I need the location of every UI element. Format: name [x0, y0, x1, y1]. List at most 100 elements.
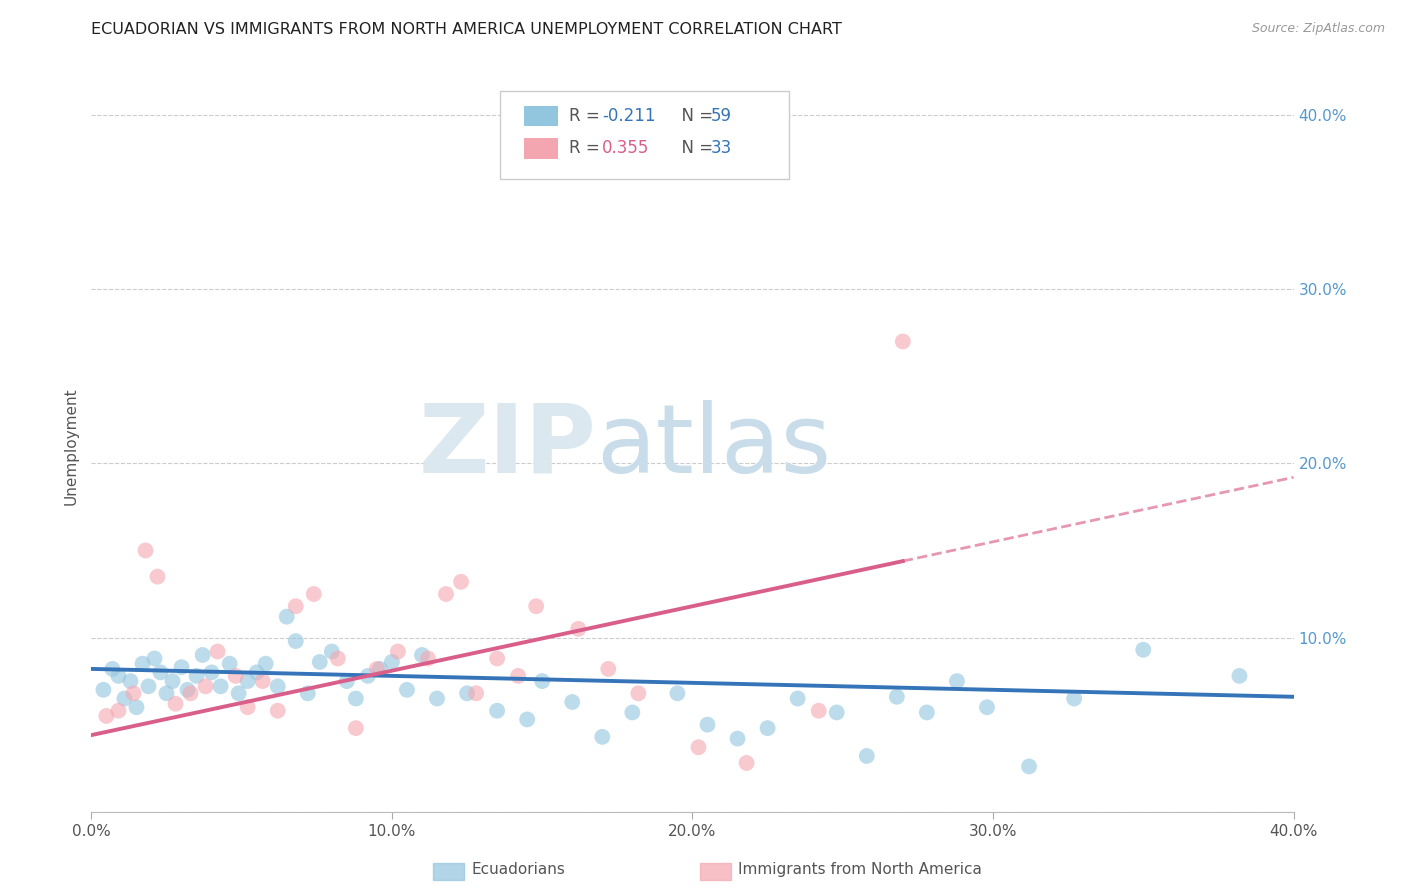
Text: ECUADORIAN VS IMMIGRANTS FROM NORTH AMERICA UNEMPLOYMENT CORRELATION CHART: ECUADORIAN VS IMMIGRANTS FROM NORTH AMER…	[91, 22, 842, 37]
Text: Source: ZipAtlas.com: Source: ZipAtlas.com	[1251, 22, 1385, 36]
Point	[727, 731, 749, 746]
Point	[915, 706, 938, 720]
Point	[381, 655, 404, 669]
Point	[591, 730, 613, 744]
Point	[191, 648, 214, 662]
Point	[120, 674, 142, 689]
Point	[855, 749, 877, 764]
Point	[567, 622, 589, 636]
Point	[508, 669, 530, 683]
Point	[326, 651, 349, 665]
Text: N =: N =	[671, 139, 718, 157]
Point	[170, 660, 193, 674]
Point	[267, 704, 290, 718]
Point	[308, 655, 330, 669]
Point	[524, 599, 547, 614]
Point	[93, 682, 115, 697]
Point	[807, 704, 830, 718]
Point	[688, 740, 710, 755]
Point	[465, 686, 488, 700]
Text: -0.211: -0.211	[602, 107, 655, 125]
Text: R =: R =	[568, 139, 605, 157]
Point	[149, 665, 172, 680]
Point	[276, 609, 298, 624]
Point	[146, 569, 169, 583]
Point	[756, 721, 779, 735]
Point	[236, 700, 259, 714]
Point	[696, 717, 718, 731]
Text: 59: 59	[710, 107, 731, 125]
Point	[486, 704, 509, 718]
Point	[627, 686, 650, 700]
Point	[368, 662, 391, 676]
Point	[297, 686, 319, 700]
Point	[246, 665, 269, 680]
Point	[165, 697, 187, 711]
Point	[138, 679, 160, 693]
Text: N =: N =	[671, 107, 718, 125]
Point	[357, 669, 380, 683]
FancyBboxPatch shape	[501, 91, 789, 179]
Point	[284, 634, 307, 648]
Text: 33: 33	[710, 139, 731, 157]
Point	[302, 587, 325, 601]
Text: atlas: atlas	[596, 400, 831, 492]
Point	[101, 662, 124, 676]
Point	[218, 657, 240, 671]
Point	[426, 691, 449, 706]
Text: Immigrants from North America: Immigrants from North America	[738, 863, 981, 877]
Point	[1229, 669, 1251, 683]
Point	[125, 700, 148, 714]
Point	[143, 651, 166, 665]
FancyBboxPatch shape	[524, 138, 558, 159]
Point	[891, 334, 914, 349]
Point	[228, 686, 250, 700]
Point	[336, 674, 359, 689]
Point	[96, 709, 118, 723]
Point	[201, 665, 224, 680]
Point	[450, 574, 472, 589]
Point	[387, 644, 409, 658]
Text: R =: R =	[568, 107, 605, 125]
Text: ZIP: ZIP	[419, 400, 596, 492]
Point	[155, 686, 177, 700]
Point	[267, 679, 290, 693]
Text: Ecuadorians: Ecuadorians	[471, 863, 565, 877]
Point	[114, 691, 136, 706]
Point	[321, 644, 343, 658]
Point	[976, 700, 998, 714]
Point	[176, 682, 198, 697]
Point	[209, 679, 232, 693]
Point	[122, 686, 145, 700]
Point	[252, 674, 274, 689]
Point	[411, 648, 433, 662]
Point	[131, 657, 153, 671]
Point	[207, 644, 229, 658]
Point	[486, 651, 509, 665]
Point	[1132, 642, 1154, 657]
Point	[107, 704, 129, 718]
Text: 0.355: 0.355	[602, 139, 650, 157]
Point	[284, 599, 307, 614]
Point	[366, 662, 388, 676]
Point	[666, 686, 689, 700]
Point	[1063, 691, 1085, 706]
Point	[434, 587, 457, 601]
Point	[416, 651, 439, 665]
FancyBboxPatch shape	[524, 106, 558, 127]
Y-axis label: Unemployment: Unemployment	[63, 387, 79, 505]
Point	[186, 669, 208, 683]
Point	[825, 706, 848, 720]
Point	[786, 691, 808, 706]
Point	[1018, 759, 1040, 773]
Point	[531, 674, 554, 689]
Point	[344, 691, 367, 706]
Point	[456, 686, 478, 700]
Point	[621, 706, 644, 720]
Point	[254, 657, 277, 671]
Point	[561, 695, 583, 709]
Point	[194, 679, 217, 693]
Point	[236, 674, 259, 689]
Point	[735, 756, 758, 770]
Point	[516, 713, 538, 727]
